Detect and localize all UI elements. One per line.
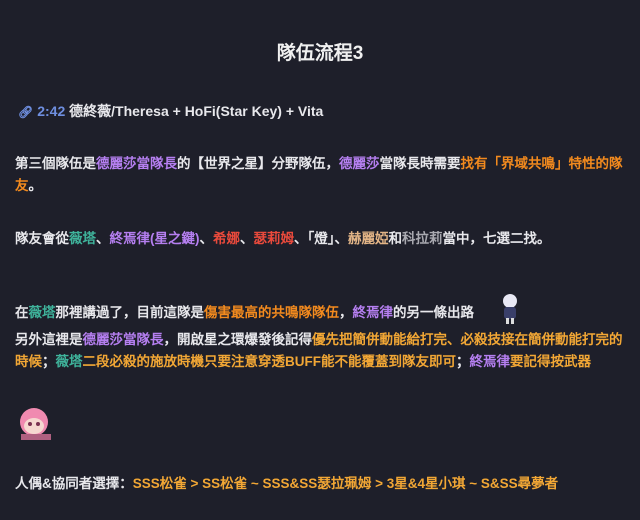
link-icon: 🔗︎ (18, 105, 34, 119)
text-segment: 當中，七選二找。 (442, 231, 551, 246)
highlighted-text-segment: 二段必殺的施放時機只要注意穿透BUFF能不能覆蓋到隊友即可 (82, 354, 457, 369)
paragraph-4: 另外這裡是德麗莎當隊長，開啟星之環爆發後記得優先把簡併動能給打完、必殺技接在簡併… (15, 329, 630, 373)
text-segment: 。 (28, 178, 43, 193)
text-segment: 隊友會從 (15, 231, 69, 246)
text-segment: ， (339, 305, 353, 320)
paragraph-5: 人偶&協同者選擇：SSS松雀 > SS松雀 ~ SSS&SS瑟拉珮姆 > 3星&… (15, 473, 630, 495)
highlighted-text-segment: 德麗莎 (339, 156, 380, 171)
text-segment: ，開啟星之環爆發後記得 (163, 332, 313, 347)
highlighted-text-segment: 科拉莉 (402, 231, 443, 246)
character-sticker-image (503, 294, 517, 324)
timestamp-link[interactable]: 🔗︎ 2:42 德終薇/Theresa + HoFi(Star Key) + Vi… (18, 101, 323, 121)
highlighted-text-segment: 薇塔 (55, 354, 83, 369)
text-segment: 人偶&協同者選擇： (15, 476, 133, 491)
text-segment: 的【世界之星】分野隊伍， (177, 156, 339, 171)
text-segment: 那裡講過了，目前這隊是 (55, 305, 205, 320)
highlighted-text-segment: 薇塔 (69, 231, 96, 246)
text-segment: 、「燈」、 (294, 231, 348, 246)
paragraph-2: 隊友會從薇塔、終焉律(星之鍵)、希娜、瑟莉姆、「燈」、赫麗婭和科拉莉當中，七選二… (15, 228, 630, 250)
text-segment: 當隊長時需要 (379, 156, 461, 171)
text-segment: ； (456, 354, 470, 369)
timestamp[interactable]: 2:42 (37, 103, 66, 119)
text-segment: 另外這裡是 (15, 332, 83, 347)
section-title: 隊伍流程3 (276, 43, 364, 64)
highlighted-text-segment: 瑟莉姆 (253, 231, 295, 246)
highlighted-text-segment: 終焉律(星之鍵) (109, 231, 200, 246)
highlighted-text-segment: 希娜 (213, 231, 240, 246)
highlighted-text-segment: 找有「界域共鳴」特性的隊友 (15, 156, 623, 193)
highlighted-text-segment: 要記得按武器 (510, 354, 591, 369)
highlighted-text-segment: 德麗莎當隊長 (82, 332, 164, 347)
highlighted-text-segment: 傷害最高的共鳴隊隊伍 (204, 305, 339, 320)
highlighted-text-segment: 赫麗婭 (348, 231, 389, 246)
text-segment: 、 (240, 231, 254, 246)
text-segment: 的另一條出路 (393, 305, 474, 320)
paragraph-3: 在薇塔那裡講過了，目前這隊是傷害最高的共鳴隊隊伍，終焉律的另一條出路 (15, 302, 630, 324)
highlighted-text-segment: 薇塔 (28, 305, 56, 320)
highlighted-text-segment: 終焉律 (469, 354, 511, 369)
team-composition: 德終薇/Theresa + HoFi(Star Key) + Vita (69, 103, 324, 119)
highlighted-text-segment: 德麗莎當隊長 (96, 156, 177, 171)
text-segment: 和 (388, 231, 403, 246)
highlighted-text-segment: 終焉律 (352, 305, 394, 320)
paragraph-1: 第三個隊伍是德麗莎當隊長的【世界之星】分野隊伍，德麗莎當隊長時需要找有「界域共鳴… (15, 153, 630, 197)
text-segment: 第三個隊伍是 (15, 156, 96, 171)
highlighted-text-segment: SSS松雀 > SS松雀 ~ SSS&SS瑟拉珮姆 > 3星&4星小琪 ~ S&… (132, 476, 559, 491)
pink-hair-character-sticker-image (20, 408, 51, 440)
text-segment: 、 (96, 231, 110, 246)
highlighted-text-segment: 優先把簡併動能給打完、必殺技接在簡併動能打完的時候 (15, 332, 623, 369)
text-segment: 在 (15, 305, 29, 320)
text-segment: 、 (199, 231, 214, 246)
text-segment: ； (42, 354, 56, 369)
